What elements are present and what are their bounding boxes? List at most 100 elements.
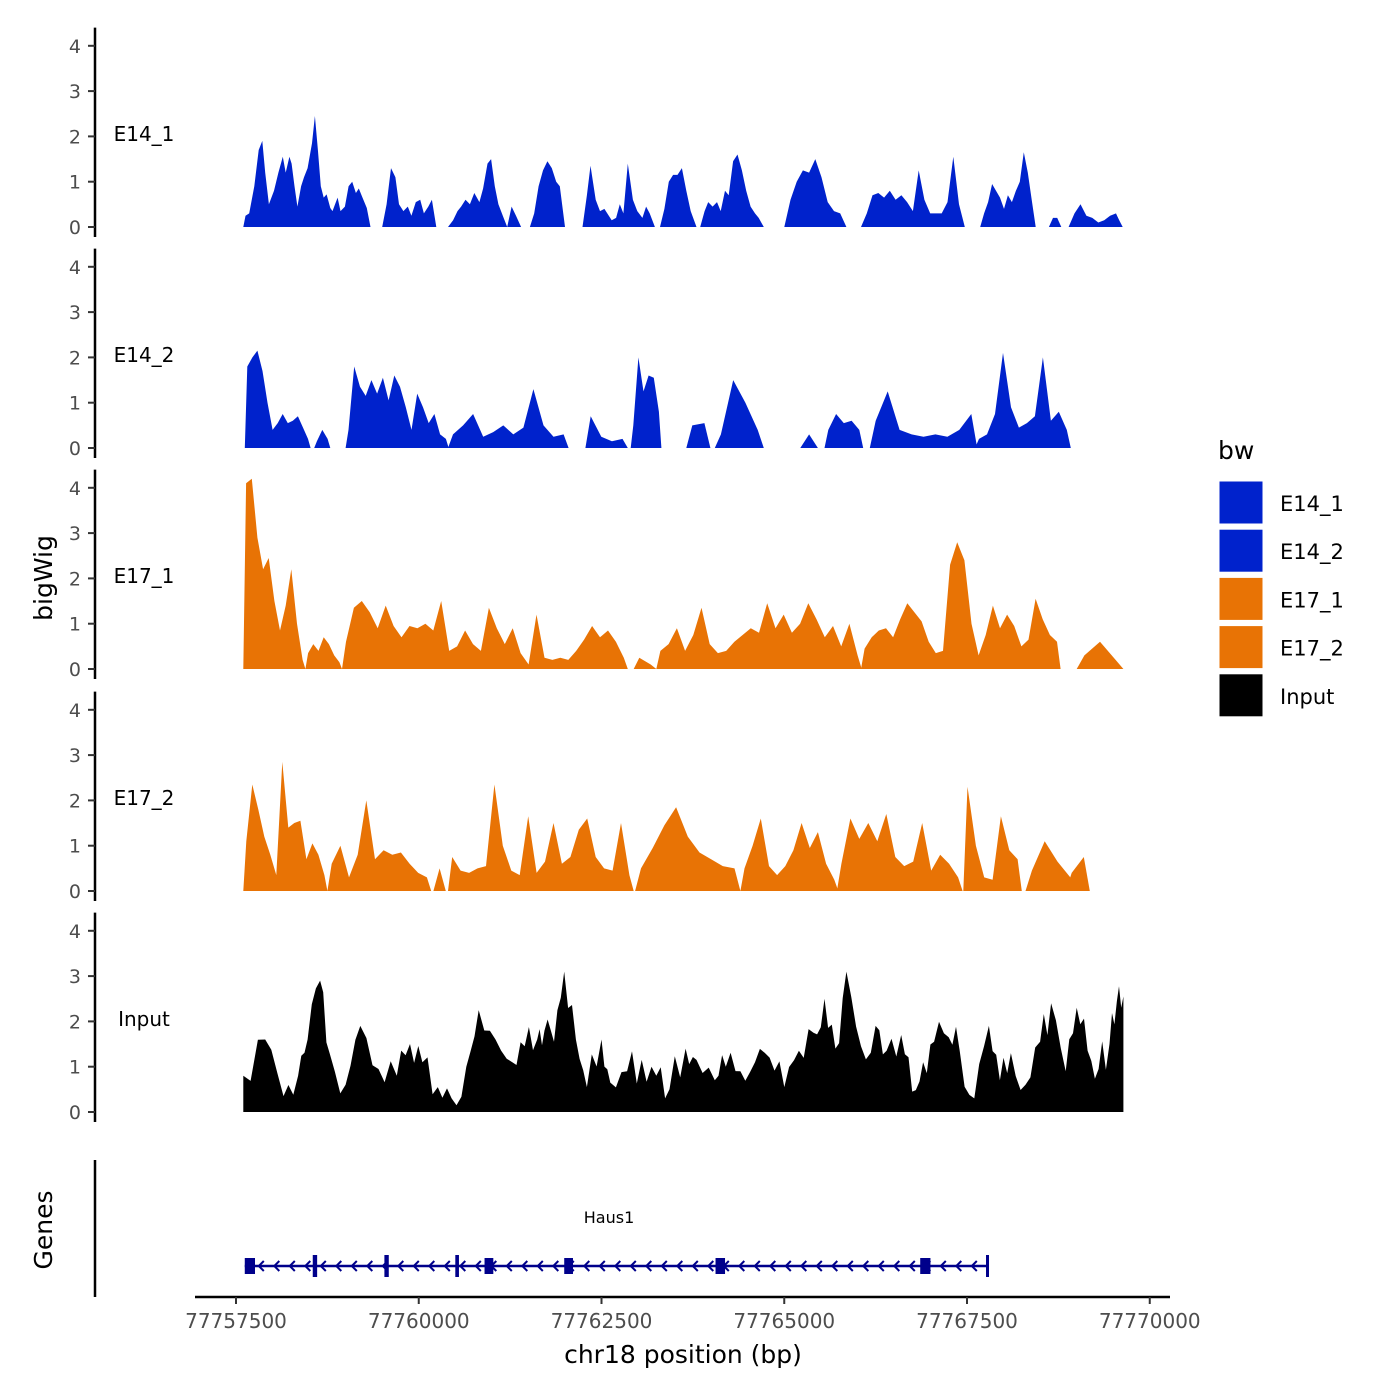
track-e17-1: 0 1 2 3 4 E17_1 [69,469,1124,681]
legend-label: E14_1 [1280,492,1344,517]
exon [384,1255,389,1277]
strand-arrow [319,1260,327,1272]
track-label: E17_1 [114,564,175,588]
signal-area [529,161,565,227]
signal-area [656,603,862,669]
y-tick-label: 2 [69,126,81,148]
y-tick-label: 3 [69,81,81,103]
signal-area [582,163,655,227]
exon [484,1258,494,1274]
strand-arrow [272,1260,281,1272]
strand-arrow [877,1260,885,1272]
signal-area [243,761,328,891]
gene-name: Haus1 [584,1208,635,1227]
x-tick-label: 77765000 [733,1309,835,1333]
strand-arrow [365,1260,374,1272]
signal-area [1025,841,1077,891]
y-tick-label: 2 [69,347,81,369]
signal-area [1076,641,1124,669]
strand-arrow [939,1260,947,1272]
legend-title: bw [1218,436,1254,465]
signal-area [1065,857,1090,891]
exon [715,1258,726,1274]
signal-area [824,414,864,448]
signal-area [243,116,371,227]
x-axis-label: chr18 position (bp) [564,1340,802,1369]
signal-area [448,389,569,448]
track-e14-2: 0 1 2 3 4 E14_2 [69,248,1071,460]
strand-arrow [861,1260,870,1272]
genes-track: Haus1 [93,1160,990,1297]
strand-arrow [443,1260,451,1272]
strand-arrow [970,1260,978,1272]
exon [986,1255,990,1277]
legend-label: Input [1280,685,1334,709]
signal-area [448,159,522,227]
signal-area [975,352,1071,448]
strand-arrow [908,1260,916,1272]
signal-area [314,429,331,448]
strand-arrow [660,1260,668,1272]
strand-arrow [815,1260,823,1272]
track-label: E14_1 [114,122,175,146]
strand-arrow [536,1260,544,1272]
signal-area [305,637,342,669]
strand-arrow [892,1260,901,1272]
legend-swatch [1218,625,1264,670]
strand-arrow [458,1260,467,1272]
strand-arrow [257,1260,265,1272]
y-tick-label: 4 [69,257,81,279]
signal-area [630,357,662,448]
y-tick-label: 0 [69,881,81,903]
y-axis-label: bigWig [29,535,58,621]
signal-area [686,423,711,448]
strand-arrow [644,1260,653,1272]
track-label: E17_2 [114,786,175,810]
signal-area [448,784,634,891]
strand-arrow [675,1260,684,1272]
strand-arrow [427,1260,436,1272]
strand-arrow [412,1260,420,1272]
strand-arrow [629,1260,637,1272]
genes-axis-label: Genes [29,1190,58,1269]
signal-area [714,380,764,448]
signal-area [1108,214,1123,227]
track-e17-2: 0 1 2 3 4 E17_2 [69,691,1090,903]
x-tick-label: 77757500 [185,1309,287,1333]
exon [312,1255,318,1277]
track-panels: 0 1 2 3 4 E14_1 0 1 2 3 4 E14_2 0 1 2 3 4 E17_1 0 1 2 3 4 E17_2… [69,27,1124,1124]
strand-arrow [768,1260,777,1272]
y-tick-label: 0 [69,659,81,681]
signal-area [1048,217,1062,227]
signal-area [963,786,1022,891]
y-tick-label: 4 [69,36,81,58]
strand-arrow [334,1260,343,1272]
y-tick-label: 0 [69,438,81,460]
y-tick-label: 3 [69,302,81,324]
exon [455,1255,459,1277]
track-input: 0 1 2 3 4 Input [69,912,1124,1124]
x-tick-label: 77762500 [551,1309,653,1333]
signal-area [869,391,978,448]
x-axis: 77757500 77760000 77762500 77765000 77767500… [185,1295,1201,1333]
strand-arrow [350,1260,358,1272]
strand-arrow [474,1260,482,1272]
y-tick-label: 1 [69,393,81,415]
signal-area [784,159,847,227]
strand-arrow [396,1260,405,1272]
y-tick-label: 3 [69,745,81,767]
y-tick-label: 2 [69,1011,81,1033]
signal-area [700,154,764,227]
strand-arrow [582,1260,591,1272]
x-tick-label: 77767500 [916,1309,1018,1333]
track-label: E14_2 [114,343,175,367]
y-tick-label: 0 [69,217,81,239]
strand-arrow [784,1260,792,1272]
signal-area [382,168,437,227]
strand-arrow [613,1260,622,1272]
signal-area [980,152,1036,227]
signal-area [740,818,839,891]
strand-arrow [799,1260,808,1272]
signal-area [342,601,628,669]
signal-area [327,800,432,891]
